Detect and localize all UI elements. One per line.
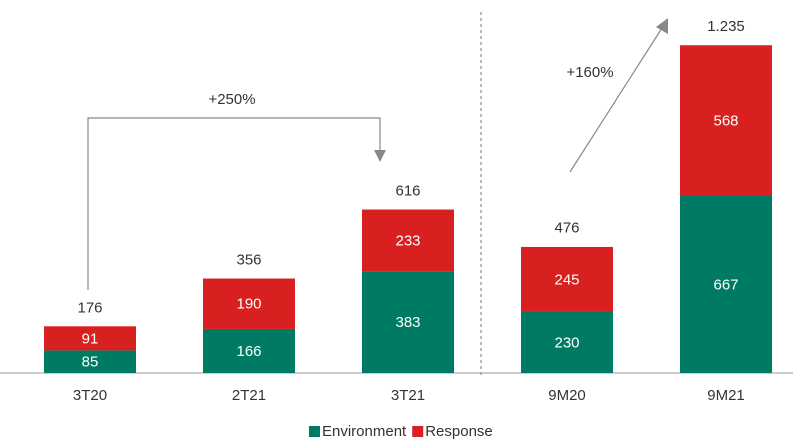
total-label: 1.235 — [707, 18, 745, 35]
segment-label: 245 — [554, 271, 579, 288]
bar-segment — [521, 311, 613, 373]
legend-swatch — [309, 426, 320, 437]
bar-segment — [44, 350, 136, 373]
segment-label: 91 — [82, 330, 99, 347]
arrow-head — [374, 150, 386, 162]
total-label: 356 — [236, 251, 261, 268]
x-tick-label: 3T20 — [73, 387, 107, 404]
segment-label: 166 — [236, 343, 261, 360]
annotation: +160% — [566, 64, 613, 81]
segment-label: 190 — [236, 296, 261, 313]
x-tick-label: 2T21 — [232, 387, 266, 404]
growth-arrow — [569, 27, 663, 173]
arrow-head — [656, 18, 668, 34]
total-label: 616 — [395, 182, 420, 199]
legend-label: Response — [425, 423, 493, 440]
bar-segment — [521, 246, 613, 312]
x-tick-label: 9M21 — [707, 387, 745, 404]
x-tick-label: 3T21 — [391, 387, 425, 404]
bar-segment — [203, 278, 295, 329]
bar-segment — [44, 326, 136, 351]
legend-label: Environment — [322, 423, 407, 440]
bar-segment — [362, 271, 454, 373]
total-label: 476 — [554, 220, 579, 237]
segment-label: 230 — [554, 334, 579, 351]
segment-label: 383 — [395, 314, 420, 331]
segment-label: 85 — [82, 354, 99, 371]
legend-swatch — [412, 426, 424, 437]
x-tick-label: 9M20 — [548, 387, 586, 404]
bar-segment — [680, 45, 772, 196]
bar-segment — [203, 328, 295, 373]
segment-label: 233 — [395, 232, 420, 249]
bar-segment — [680, 195, 772, 373]
bracket-arrow — [87, 117, 381, 290]
annotation: +250% — [208, 91, 255, 108]
segment-label: 568 — [713, 113, 738, 130]
total-label: 176 — [77, 299, 102, 316]
bar-segment — [362, 209, 454, 272]
segment-label: 667 — [713, 276, 738, 293]
